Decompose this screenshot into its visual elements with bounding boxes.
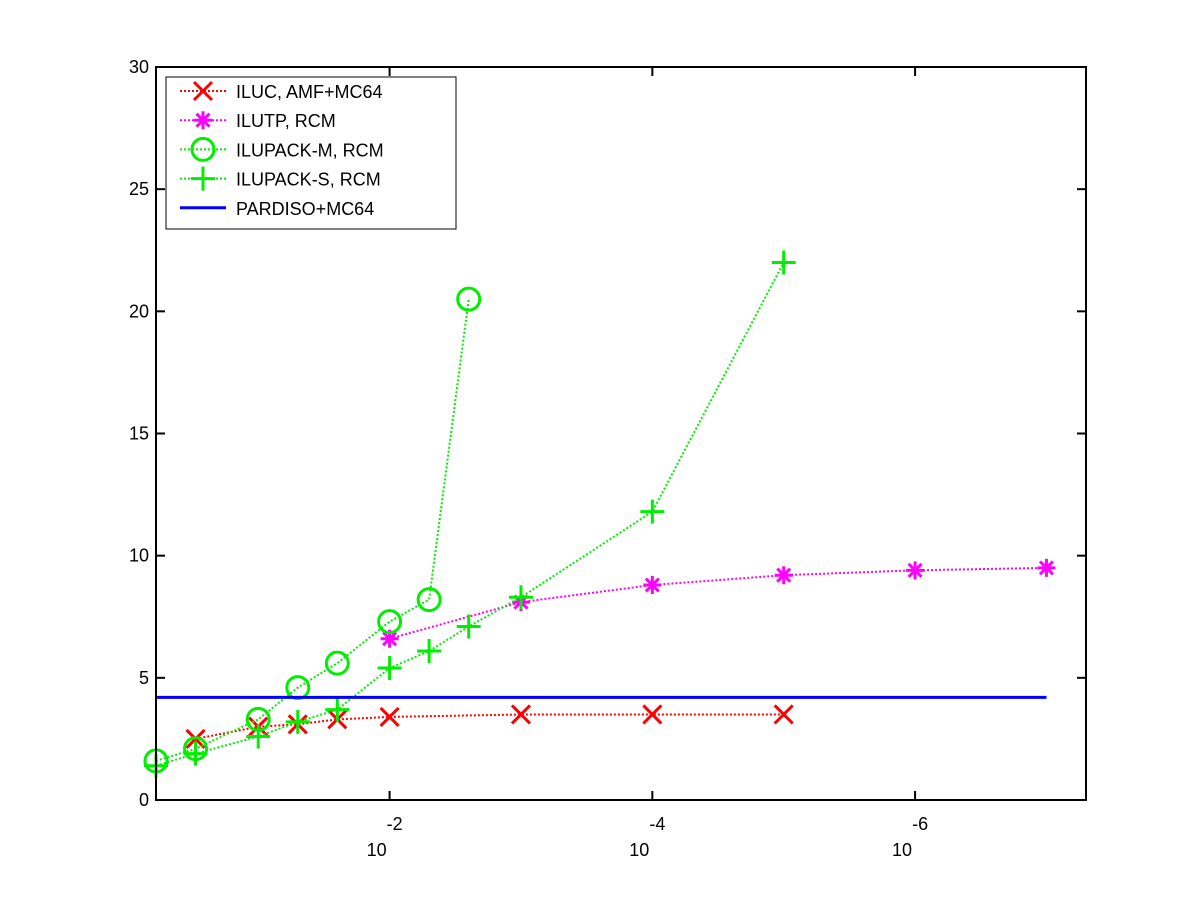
x-tick-label-exponent-0: -2 (387, 814, 403, 834)
series-0 (185, 704, 794, 749)
data-point-2-6 (416, 587, 442, 613)
data-point-1-0 (380, 629, 399, 648)
series-1 (380, 558, 1056, 648)
data-point-1-4 (906, 561, 925, 580)
legend-marker-1 (194, 111, 212, 130)
y-tick-label-6: 30 (129, 57, 149, 77)
y-tick-label-5: 25 (129, 179, 149, 199)
y-tick-label-4: 20 (129, 301, 149, 321)
data-point-0-6 (642, 704, 663, 725)
data-point-3-2 (246, 724, 271, 749)
data-point-1-5 (1037, 558, 1056, 577)
series-line-3 (155, 262, 785, 767)
data-point-1-2 (643, 575, 662, 594)
legend-label-3: ILUPACK-S, RCM (236, 170, 381, 190)
y-tick-label-3: 15 (129, 424, 149, 444)
legend-label-2: ILUPACK-M, RCM (236, 140, 384, 160)
data-point-3-1 (183, 741, 208, 766)
legend-marker-3 (191, 166, 215, 191)
data-point-3-3 (285, 709, 310, 734)
x-tick-label-base-1: 10 (629, 840, 649, 860)
data-point-3-9 (640, 499, 665, 524)
data-point-3-5 (377, 656, 402, 681)
legend-label-4: PARDISO+MC64 (236, 199, 374, 219)
series-2 (143, 286, 482, 774)
x-tick-label-exponent-1: -4 (649, 814, 665, 834)
legend-label-0: ILUC, AMF+MC64 (236, 82, 383, 102)
y-tick-label-2: 10 (129, 546, 149, 566)
data-point-0-7 (773, 704, 794, 725)
x-tick-label-exponent-2: -6 (912, 814, 928, 834)
x-tick-label-base-2: 10 (892, 840, 912, 860)
y-tick-label-1: 5 (139, 668, 149, 688)
y-tick-label-0: 0 (139, 790, 149, 810)
series-line-1 (389, 566, 1047, 640)
series-layer (143, 250, 1056, 778)
data-point-3-10 (771, 250, 796, 275)
data-point-3-4 (325, 697, 350, 722)
legend: ILUC, AMF+MC64 ILUTP, RCM ILUPACK-M, RCM IL… (165, 76, 457, 230)
series-line-0 (195, 713, 784, 740)
data-point-0-5 (510, 704, 532, 725)
x-tick-label-base-0: 10 (367, 840, 387, 860)
data-point-2-4 (324, 650, 350, 676)
series-line-2 (155, 298, 470, 762)
legend-marker-2 (190, 136, 216, 162)
data-point-3-7 (456, 614, 481, 639)
data-point-2-7 (456, 286, 482, 312)
data-point-3-8 (508, 585, 533, 610)
legend-label-1: ILUTP, RCM (236, 111, 336, 131)
legend-marker-0 (192, 80, 214, 102)
data-point-3-6 (417, 638, 442, 663)
data-point-0-4 (379, 706, 400, 727)
data-point-1-3 (774, 566, 793, 585)
data-point-2-5 (377, 609, 403, 635)
